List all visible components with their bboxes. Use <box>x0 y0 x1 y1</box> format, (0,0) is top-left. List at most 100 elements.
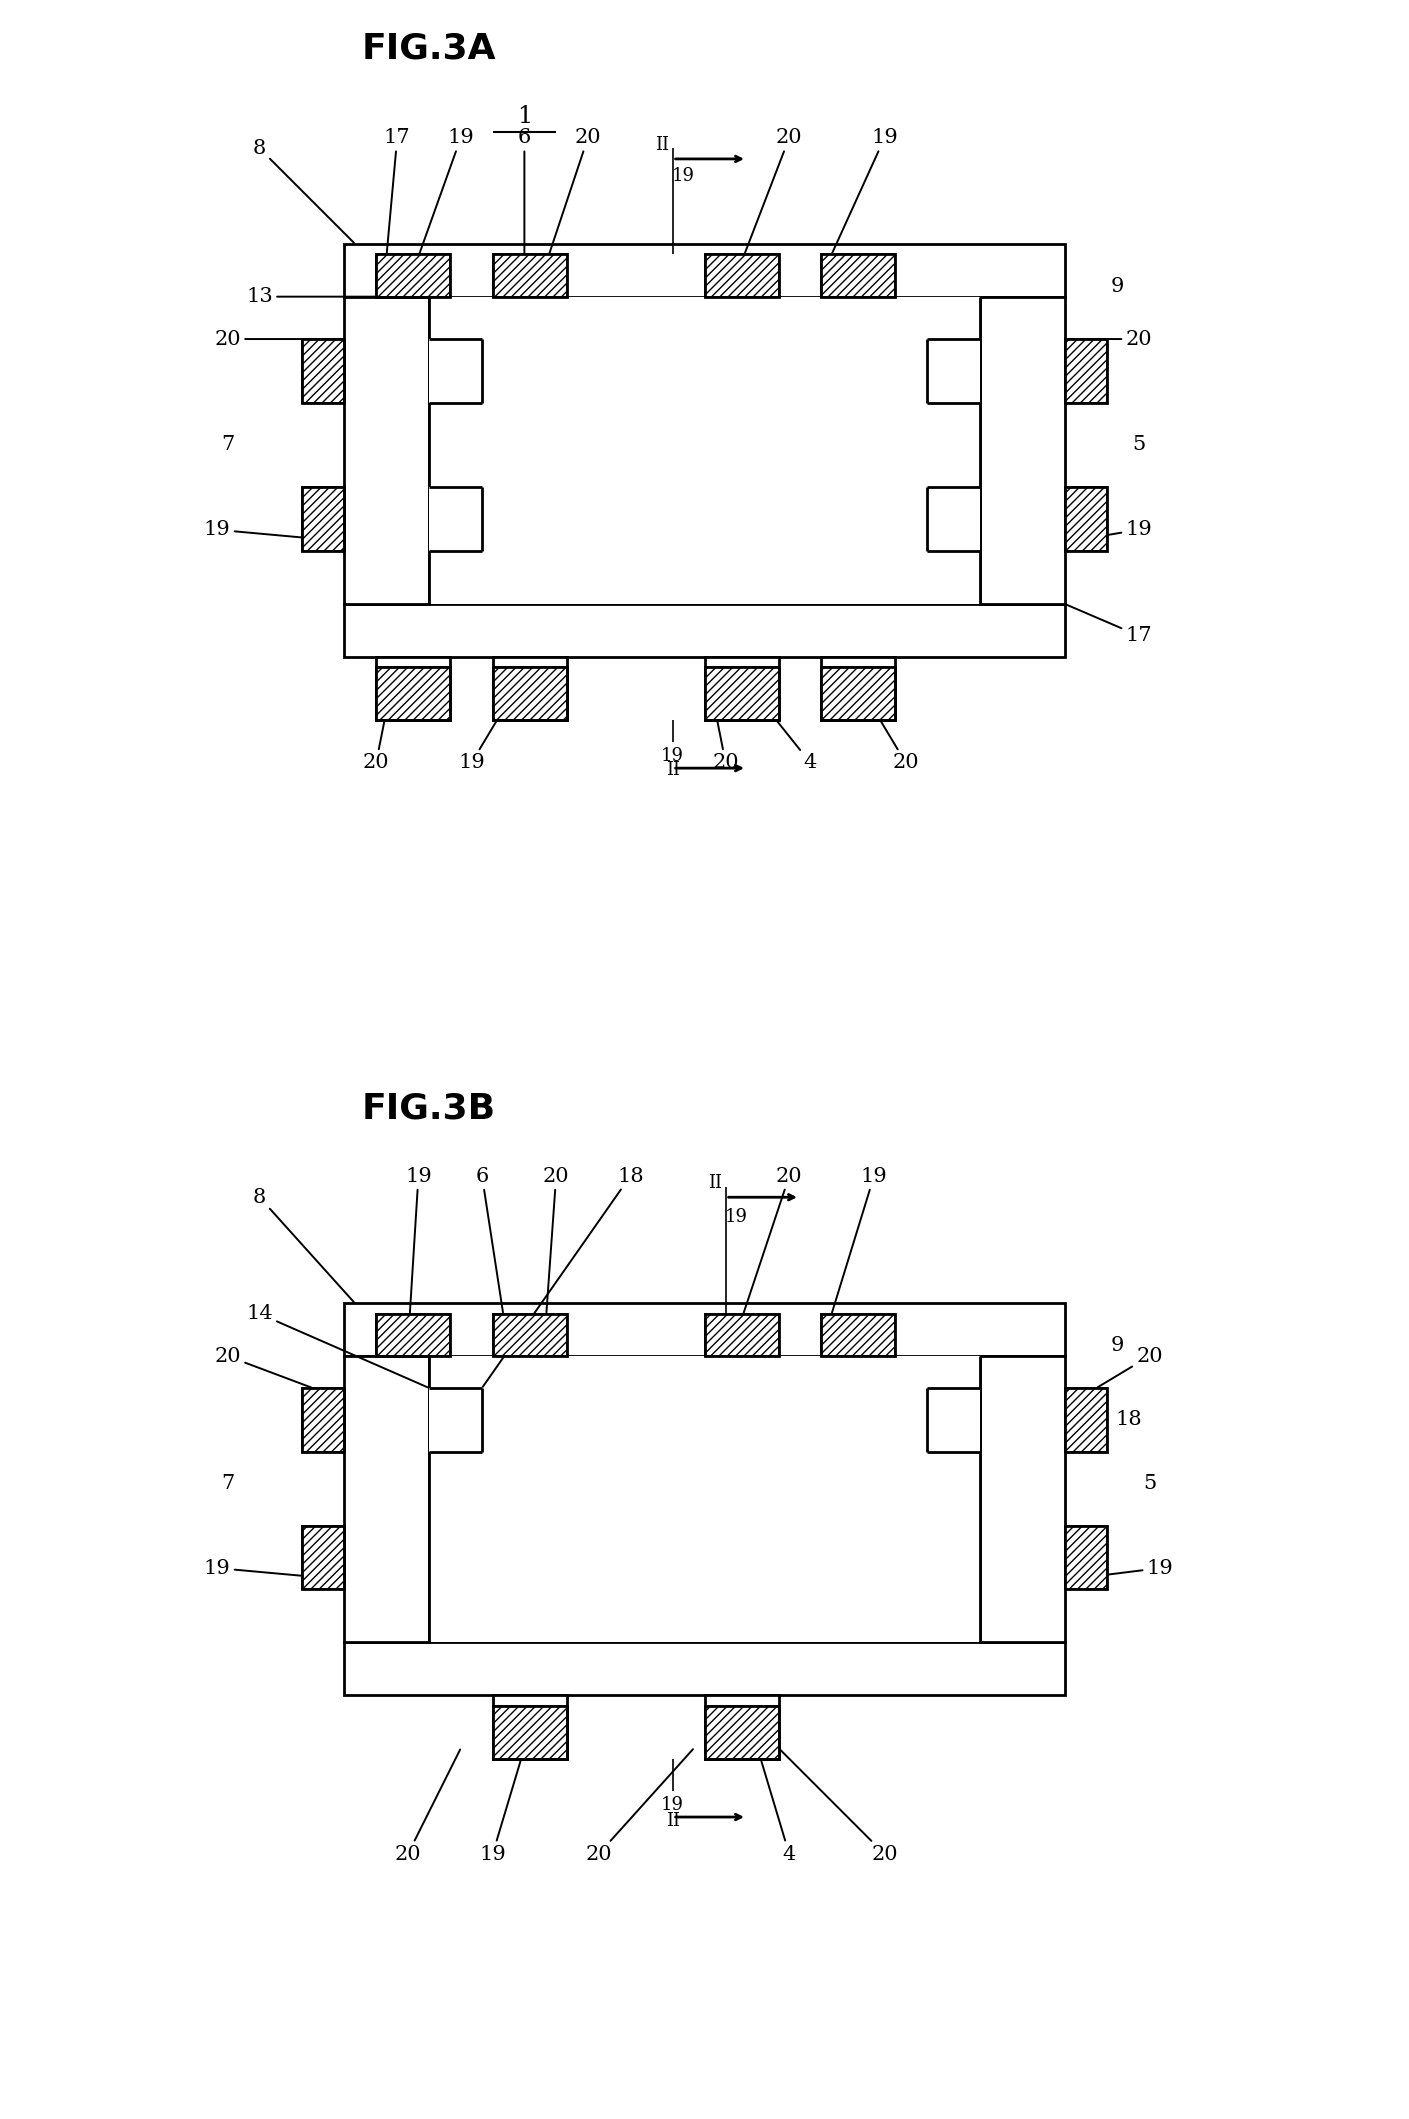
Bar <box>821 667 895 720</box>
Text: 19: 19 <box>661 746 685 765</box>
Text: 19: 19 <box>204 1560 333 1579</box>
Bar <box>916 1388 981 1452</box>
Text: 17: 17 <box>1067 604 1153 644</box>
Text: 18: 18 <box>1115 1411 1141 1428</box>
Text: 8: 8 <box>252 140 354 244</box>
Bar <box>302 487 344 551</box>
Bar <box>493 1706 566 1759</box>
Text: 5: 5 <box>1133 437 1146 453</box>
Bar <box>302 1388 344 1452</box>
Bar <box>821 1314 895 1356</box>
Bar <box>344 297 428 604</box>
Bar <box>376 657 451 720</box>
Bar <box>428 1356 981 1642</box>
Text: 19: 19 <box>1076 521 1153 540</box>
Text: 6: 6 <box>475 1168 503 1312</box>
Text: II: II <box>709 1174 721 1191</box>
Bar <box>344 604 1065 657</box>
Text: 17: 17 <box>383 129 410 252</box>
Text: FIG.3A: FIG.3A <box>362 32 496 66</box>
Text: 20: 20 <box>1098 1348 1162 1388</box>
Bar <box>704 1706 779 1759</box>
Text: 20: 20 <box>585 1748 693 1863</box>
Bar <box>428 487 493 551</box>
Text: 13: 13 <box>247 288 428 305</box>
Bar <box>916 487 981 551</box>
Text: 19: 19 <box>458 712 503 771</box>
Text: 20: 20 <box>395 1750 461 1863</box>
Bar <box>493 1314 566 1356</box>
Bar <box>376 667 451 720</box>
Bar <box>344 1303 1065 1356</box>
Bar <box>981 1356 1065 1642</box>
Bar <box>493 1695 566 1759</box>
Bar <box>428 339 493 403</box>
Text: 7: 7 <box>221 1475 234 1492</box>
Text: 19: 19 <box>409 129 475 284</box>
Bar <box>344 1356 428 1642</box>
Bar <box>302 339 344 403</box>
Text: 19: 19 <box>204 521 333 540</box>
Text: 19: 19 <box>661 1795 685 1814</box>
Bar <box>704 1706 779 1759</box>
Text: 20: 20 <box>547 129 602 263</box>
Bar <box>302 1526 344 1589</box>
Bar <box>1065 1388 1107 1452</box>
Text: 19: 19 <box>672 167 695 184</box>
Text: 5: 5 <box>1143 1475 1157 1492</box>
Text: 20: 20 <box>737 129 803 273</box>
Text: 18: 18 <box>483 1168 644 1386</box>
Bar <box>1065 1526 1107 1589</box>
Text: 4: 4 <box>769 712 817 771</box>
Bar <box>704 667 779 720</box>
Text: 20: 20 <box>1098 331 1153 348</box>
Bar <box>704 1695 779 1759</box>
Bar <box>428 1388 493 1452</box>
Bar <box>704 657 779 720</box>
Text: 19: 19 <box>479 1750 524 1863</box>
Text: II: II <box>665 1812 679 1829</box>
Text: 19: 19 <box>724 1208 748 1225</box>
Bar <box>1065 1388 1107 1452</box>
Text: 1: 1 <box>517 106 533 127</box>
Bar <box>916 339 981 403</box>
Bar <box>704 1314 779 1356</box>
Bar <box>302 339 344 403</box>
Bar <box>344 1642 1065 1695</box>
Bar <box>1065 1526 1107 1589</box>
Bar <box>1065 487 1107 551</box>
Bar <box>376 254 451 297</box>
Bar <box>376 1314 451 1356</box>
Bar <box>376 1314 451 1356</box>
Bar <box>821 254 895 297</box>
Bar <box>704 667 779 720</box>
Bar <box>981 297 1065 604</box>
Text: 20: 20 <box>362 712 389 771</box>
Text: 20: 20 <box>713 712 738 771</box>
Text: 19: 19 <box>404 1168 431 1343</box>
Bar <box>376 254 451 297</box>
Bar <box>302 1526 344 1589</box>
Text: 19: 19 <box>833 1168 888 1312</box>
Bar <box>302 1388 344 1452</box>
Text: 6: 6 <box>517 129 531 284</box>
Text: 20: 20 <box>875 712 919 771</box>
Bar <box>493 667 566 720</box>
Bar <box>704 254 779 297</box>
Bar <box>821 657 895 720</box>
Text: 4: 4 <box>758 1750 796 1863</box>
Bar <box>344 244 1065 297</box>
Text: 9: 9 <box>1112 278 1124 295</box>
Text: 20: 20 <box>779 1748 898 1863</box>
Text: 14: 14 <box>247 1305 428 1388</box>
Bar <box>1065 339 1107 403</box>
Bar <box>704 254 779 297</box>
Bar <box>821 667 895 720</box>
Text: II: II <box>655 136 669 155</box>
Bar <box>493 254 566 297</box>
Bar <box>302 487 344 551</box>
Bar <box>376 667 451 720</box>
Bar <box>493 657 566 720</box>
Text: 7: 7 <box>221 437 234 453</box>
Bar <box>493 667 566 720</box>
